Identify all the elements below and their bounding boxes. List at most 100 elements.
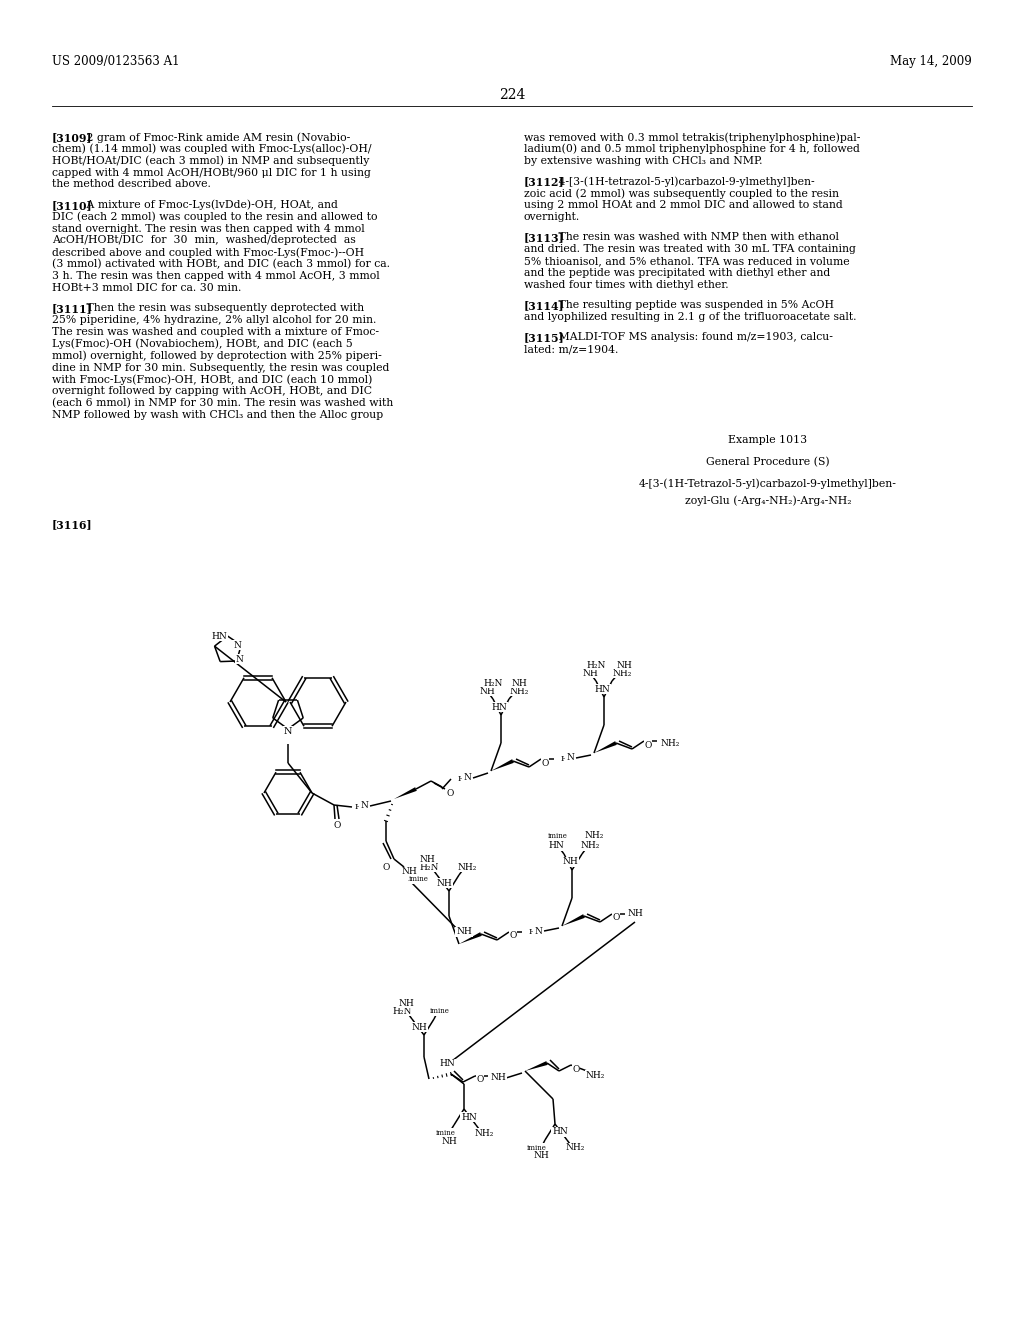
Text: H: H: [560, 755, 567, 763]
Text: NH₂: NH₂: [458, 862, 477, 871]
Text: imine: imine: [527, 1144, 547, 1152]
Text: HN: HN: [439, 1060, 455, 1068]
Text: NH: NH: [456, 928, 472, 936]
Text: imine: imine: [430, 1007, 450, 1015]
Text: [3112]: [3112]: [524, 176, 564, 187]
Text: NH₂: NH₂: [474, 1129, 494, 1138]
Text: using 2 mmol HOAt and 2 mmol DIC and allowed to stand: using 2 mmol HOAt and 2 mmol DIC and all…: [524, 199, 843, 210]
Text: The resin was washed and coupled with a mixture of Fmoc-: The resin was washed and coupled with a …: [52, 327, 379, 337]
Text: Lys(Fmoc)-OH (Novabiochem), HOBt, and DIC (each 5: Lys(Fmoc)-OH (Novabiochem), HOBt, and DI…: [52, 339, 352, 350]
Text: imine: imine: [436, 1129, 456, 1137]
Text: O: O: [334, 821, 341, 830]
Text: overnight.: overnight.: [524, 211, 581, 222]
Text: A mixture of Fmoc-Lys(lvDde)-OH, HOAt, and: A mixture of Fmoc-Lys(lvDde)-OH, HOAt, a…: [77, 199, 338, 210]
Text: described above and coupled with Fmoc-Lys(Fmoc-)--OH: described above and coupled with Fmoc-Ly…: [52, 247, 365, 257]
Text: and dried. The resin was treated with 30 mL TFA containing: and dried. The resin was treated with 30…: [524, 244, 856, 253]
Text: washed four times with diethyl ether.: washed four times with diethyl ether.: [524, 280, 729, 289]
Text: HOBt+3 mmol DIC for ca. 30 min.: HOBt+3 mmol DIC for ca. 30 min.: [52, 282, 242, 293]
Text: NH₂: NH₂: [612, 668, 632, 677]
Text: zoyl-Glu (-Arg₄-NH₂)-Arg₄-NH₂: zoyl-Glu (-Arg₄-NH₂)-Arg₄-NH₂: [685, 496, 851, 507]
Text: 25% piperidine, 4% hydrazine, 2% allyl alcohol for 20 min.: 25% piperidine, 4% hydrazine, 2% allyl a…: [52, 315, 377, 325]
Text: was removed with 0.3 mmol tetrakis(triphenylphosphine)pal-: was removed with 0.3 mmol tetrakis(triph…: [524, 132, 860, 143]
Text: Then the resin was subsequently deprotected with: Then the resin was subsequently deprotec…: [77, 304, 365, 313]
Text: [3116]: [3116]: [52, 520, 92, 531]
Text: AcOH/HOBt/DIC  for  30  min,  washed/deprotected  as: AcOH/HOBt/DIC for 30 min, washed/deprote…: [52, 235, 355, 246]
Text: NH₂: NH₂: [565, 1143, 585, 1152]
Text: NH: NH: [562, 858, 578, 866]
Text: NH: NH: [401, 867, 417, 876]
Text: zoic acid (2 mmol) was subsequently coupled to the resin: zoic acid (2 mmol) was subsequently coup…: [524, 187, 839, 198]
Text: chem) (1.14 mmol) was coupled with Fmoc-Lys(alloc)-OH/: chem) (1.14 mmol) was coupled with Fmoc-…: [52, 144, 372, 154]
Text: [3114]: [3114]: [524, 300, 564, 312]
Text: 4-[3-(1H-Tetrazol-5-yl)carbazol-9-ylmethyl]ben-: 4-[3-(1H-Tetrazol-5-yl)carbazol-9-ylmeth…: [639, 478, 897, 488]
Polygon shape: [490, 759, 514, 771]
Text: the method described above.: the method described above.: [52, 180, 211, 190]
Text: H₂N: H₂N: [483, 678, 503, 688]
Text: Example 1013: Example 1013: [728, 436, 808, 445]
Text: H₂N: H₂N: [587, 660, 605, 669]
Text: O: O: [509, 932, 517, 940]
Text: N: N: [284, 726, 292, 735]
Text: NH₂: NH₂: [660, 738, 680, 747]
Text: May 14, 2009: May 14, 2009: [890, 55, 972, 69]
Text: [3115]: [3115]: [524, 333, 565, 343]
Text: N: N: [463, 774, 471, 783]
Text: O: O: [644, 741, 651, 750]
Text: HN: HN: [492, 702, 507, 711]
Text: N: N: [566, 754, 573, 763]
Text: [3109]: [3109]: [52, 132, 92, 143]
Text: [3111]: [3111]: [52, 304, 93, 314]
Text: NH: NH: [511, 678, 527, 688]
Text: N: N: [360, 801, 368, 810]
Text: MALDI-TOF MS analysis: found m/z=1903, calcu-: MALDI-TOF MS analysis: found m/z=1903, c…: [548, 333, 834, 342]
Text: O: O: [382, 862, 390, 871]
Text: 2 gram of Fmoc-Rink amide AM resin (Novabio-: 2 gram of Fmoc-Rink amide AM resin (Nova…: [77, 132, 350, 143]
Text: stand overnight. The resin was then capped with 4 mmol: stand overnight. The resin was then capp…: [52, 223, 365, 234]
Text: HN: HN: [548, 842, 564, 850]
Text: NH: NH: [398, 998, 414, 1007]
Text: O: O: [542, 759, 549, 767]
Text: NH: NH: [616, 660, 632, 669]
Text: (3 mmol) activated with HOBt, and DIC (each 3 mmol) for ca.: (3 mmol) activated with HOBt, and DIC (e…: [52, 259, 390, 269]
Text: ladium(0) and 0.5 mmol triphenylphosphine for 4 h, followed: ladium(0) and 0.5 mmol triphenylphosphin…: [524, 144, 860, 154]
Text: 4-[3-(1H-tetrazol-5-yl)carbazol-9-ylmethyl]ben-: 4-[3-(1H-tetrazol-5-yl)carbazol-9-ylmeth…: [548, 176, 815, 186]
Text: (each 6 mmol) in NMP for 30 min. The resin was washed with: (each 6 mmol) in NMP for 30 min. The res…: [52, 399, 393, 408]
Text: 5% thioanisol, and 5% ethanol. TFA was reduced in volume: 5% thioanisol, and 5% ethanol. TFA was r…: [524, 256, 850, 265]
Polygon shape: [562, 915, 585, 927]
Text: 224: 224: [499, 88, 525, 102]
Text: O: O: [476, 1076, 483, 1085]
Text: 3 h. The resin was then capped with 4 mmol AcOH, 3 mmol: 3 h. The resin was then capped with 4 mm…: [52, 271, 380, 281]
Text: NH₂: NH₂: [586, 1071, 605, 1080]
Text: by extensive washing with CHCl₃ and NMP.: by extensive washing with CHCl₃ and NMP.: [524, 156, 763, 166]
Text: overnight followed by capping with AcOH, HOBt, and DIC: overnight followed by capping with AcOH,…: [52, 387, 372, 396]
Text: NH: NH: [627, 909, 643, 919]
Text: and lyophilized resulting in 2.1 g of the trifluoroacetate salt.: and lyophilized resulting in 2.1 g of th…: [524, 312, 856, 322]
Text: NH: NH: [582, 668, 598, 677]
Text: N: N: [236, 655, 244, 664]
Text: The resulting peptide was suspended in 5% AcOH: The resulting peptide was suspended in 5…: [548, 300, 835, 310]
Text: with Fmoc-Lys(Fmoc)-OH, HOBt, and DIC (each 10 mmol): with Fmoc-Lys(Fmoc)-OH, HOBt, and DIC (e…: [52, 375, 373, 385]
Text: [3113]: [3113]: [524, 232, 565, 243]
Polygon shape: [394, 787, 417, 799]
Polygon shape: [459, 932, 482, 944]
Text: dine in NMP for 30 min. Subsequently, the resin was coupled: dine in NMP for 30 min. Subsequently, th…: [52, 363, 389, 372]
Text: HOBt/HOAt/DIC (each 3 mmol) in NMP and subsequently: HOBt/HOAt/DIC (each 3 mmol) in NMP and s…: [52, 156, 370, 166]
Text: imine: imine: [548, 832, 568, 840]
Text: N: N: [535, 927, 542, 936]
Text: [3110]: [3110]: [52, 199, 92, 211]
Text: US 2009/0123563 A1: US 2009/0123563 A1: [52, 55, 179, 69]
Text: H: H: [528, 928, 536, 936]
Text: capped with 4 mmol AcOH/HOBt/960 μl DIC for 1 h using: capped with 4 mmol AcOH/HOBt/960 μl DIC …: [52, 168, 371, 178]
Text: NH: NH: [436, 879, 452, 887]
Text: O: O: [612, 913, 620, 923]
Text: The resin was washed with NMP then with ethanol: The resin was washed with NMP then with …: [548, 232, 840, 242]
Text: HN: HN: [212, 631, 227, 640]
Polygon shape: [594, 741, 616, 752]
Text: HN: HN: [594, 685, 610, 693]
Text: imine: imine: [409, 875, 429, 883]
Text: and the peptide was precipitated with diethyl ether and: and the peptide was precipitated with di…: [524, 268, 830, 277]
Text: HN: HN: [552, 1127, 568, 1137]
Text: DIC (each 2 mmol) was coupled to the resin and allowed to: DIC (each 2 mmol) was coupled to the res…: [52, 211, 378, 222]
Text: NH₂: NH₂: [581, 842, 600, 850]
Text: NH: NH: [441, 1137, 457, 1146]
